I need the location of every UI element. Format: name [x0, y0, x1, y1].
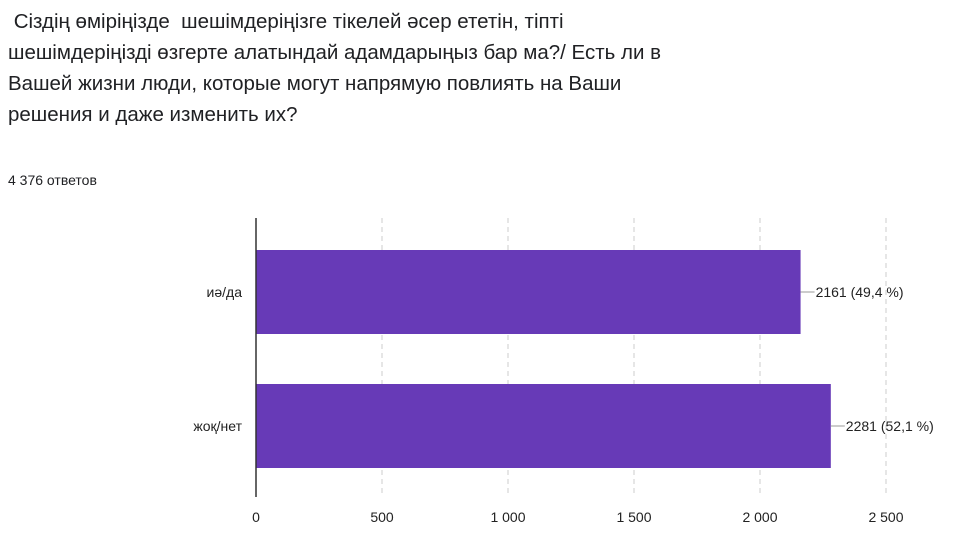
- category-label: жоқ/нет: [193, 418, 242, 434]
- bar: [256, 384, 831, 468]
- response-count: 4 376 ответов: [8, 172, 97, 188]
- x-tick-label: 2 000: [742, 509, 777, 525]
- data-label: 2281 (52,1 %): [846, 418, 934, 434]
- bars: [256, 250, 831, 468]
- question-title: Сіздің өміріңізде шешімдеріңізге тікелей…: [8, 10, 667, 126]
- x-tick-label: 1 500: [616, 509, 651, 525]
- x-tick-label: 2 500: [868, 509, 903, 525]
- data-label: 2161 (49,4 %): [816, 284, 904, 300]
- x-tick-label: 1 000: [490, 509, 525, 525]
- labels: 0 500 1 000 1 500 2 000 2 500 иә/да 2161 (49,4 …: [193, 284, 933, 525]
- bar: [256, 250, 801, 334]
- x-tick-label: 0: [252, 509, 260, 525]
- category-label: иә/да: [207, 284, 243, 300]
- x-tick-label: 500: [370, 509, 394, 525]
